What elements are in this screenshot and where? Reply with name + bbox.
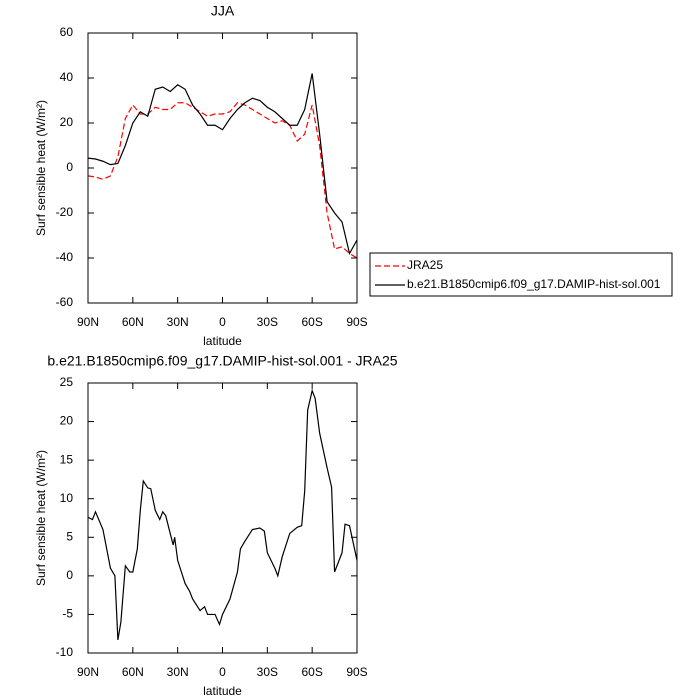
x-tick-label: 30N bbox=[167, 665, 189, 679]
x-tick-label: 60S bbox=[301, 315, 322, 329]
y-tick-label: -5 bbox=[62, 607, 73, 621]
data-line bbox=[87, 102, 358, 259]
plot-frame bbox=[87, 32, 358, 304]
legend-label: JRA25 bbox=[407, 258, 443, 272]
y-tick-label: 20 bbox=[60, 414, 74, 428]
y-tick-label: -60 bbox=[56, 295, 74, 309]
x-tick-label: 30S bbox=[257, 315, 278, 329]
y-tick-label: 40 bbox=[60, 70, 74, 84]
x-tick-label: 90S bbox=[346, 665, 367, 679]
y-axis-label: Surf sensible heat (W/m²) bbox=[34, 450, 48, 586]
legend-label: b.e21.B1850cmip6.f09_g17.DAMIP-hist-sol.… bbox=[407, 277, 661, 291]
x-tick-label: 30S bbox=[257, 665, 278, 679]
y-tick-label: 20 bbox=[60, 115, 74, 129]
y-tick-label: 10 bbox=[60, 491, 74, 505]
x-axis-label: latitude bbox=[203, 684, 242, 698]
x-tick-label: 30N bbox=[167, 315, 189, 329]
x-tick-label: 0 bbox=[219, 315, 226, 329]
x-tick-label: 60N bbox=[122, 315, 144, 329]
y-axis-label: Surf sensible heat (W/m²) bbox=[34, 100, 48, 236]
x-tick-label: 60N bbox=[122, 665, 144, 679]
x-tick-label: 0 bbox=[219, 665, 226, 679]
y-tick-label: 25 bbox=[60, 375, 74, 389]
plot-frame bbox=[87, 382, 358, 654]
y-tick-label: -10 bbox=[56, 645, 74, 659]
y-tick-label: 60 bbox=[60, 25, 74, 39]
x-tick-label: 90N bbox=[77, 665, 99, 679]
y-tick-label: 15 bbox=[60, 452, 74, 466]
x-tick-label: 60S bbox=[301, 665, 322, 679]
legend-box bbox=[369, 252, 673, 297]
y-tick-label: -20 bbox=[56, 205, 74, 219]
chart-title: JJA bbox=[211, 3, 235, 19]
y-tick-label: 0 bbox=[66, 160, 73, 174]
y-tick-label: -40 bbox=[56, 250, 74, 264]
y-tick-label: 5 bbox=[66, 529, 73, 543]
x-axis-label: latitude bbox=[203, 334, 242, 348]
chart-title: b.e21.B1850cmip6.f09_g17.DAMIP-hist-sol.… bbox=[47, 353, 397, 369]
x-tick-label: 90S bbox=[346, 315, 367, 329]
data-line bbox=[87, 73, 358, 256]
data-line bbox=[87, 388, 358, 640]
x-tick-label: 90N bbox=[77, 315, 99, 329]
y-tick-label: 0 bbox=[66, 568, 73, 582]
